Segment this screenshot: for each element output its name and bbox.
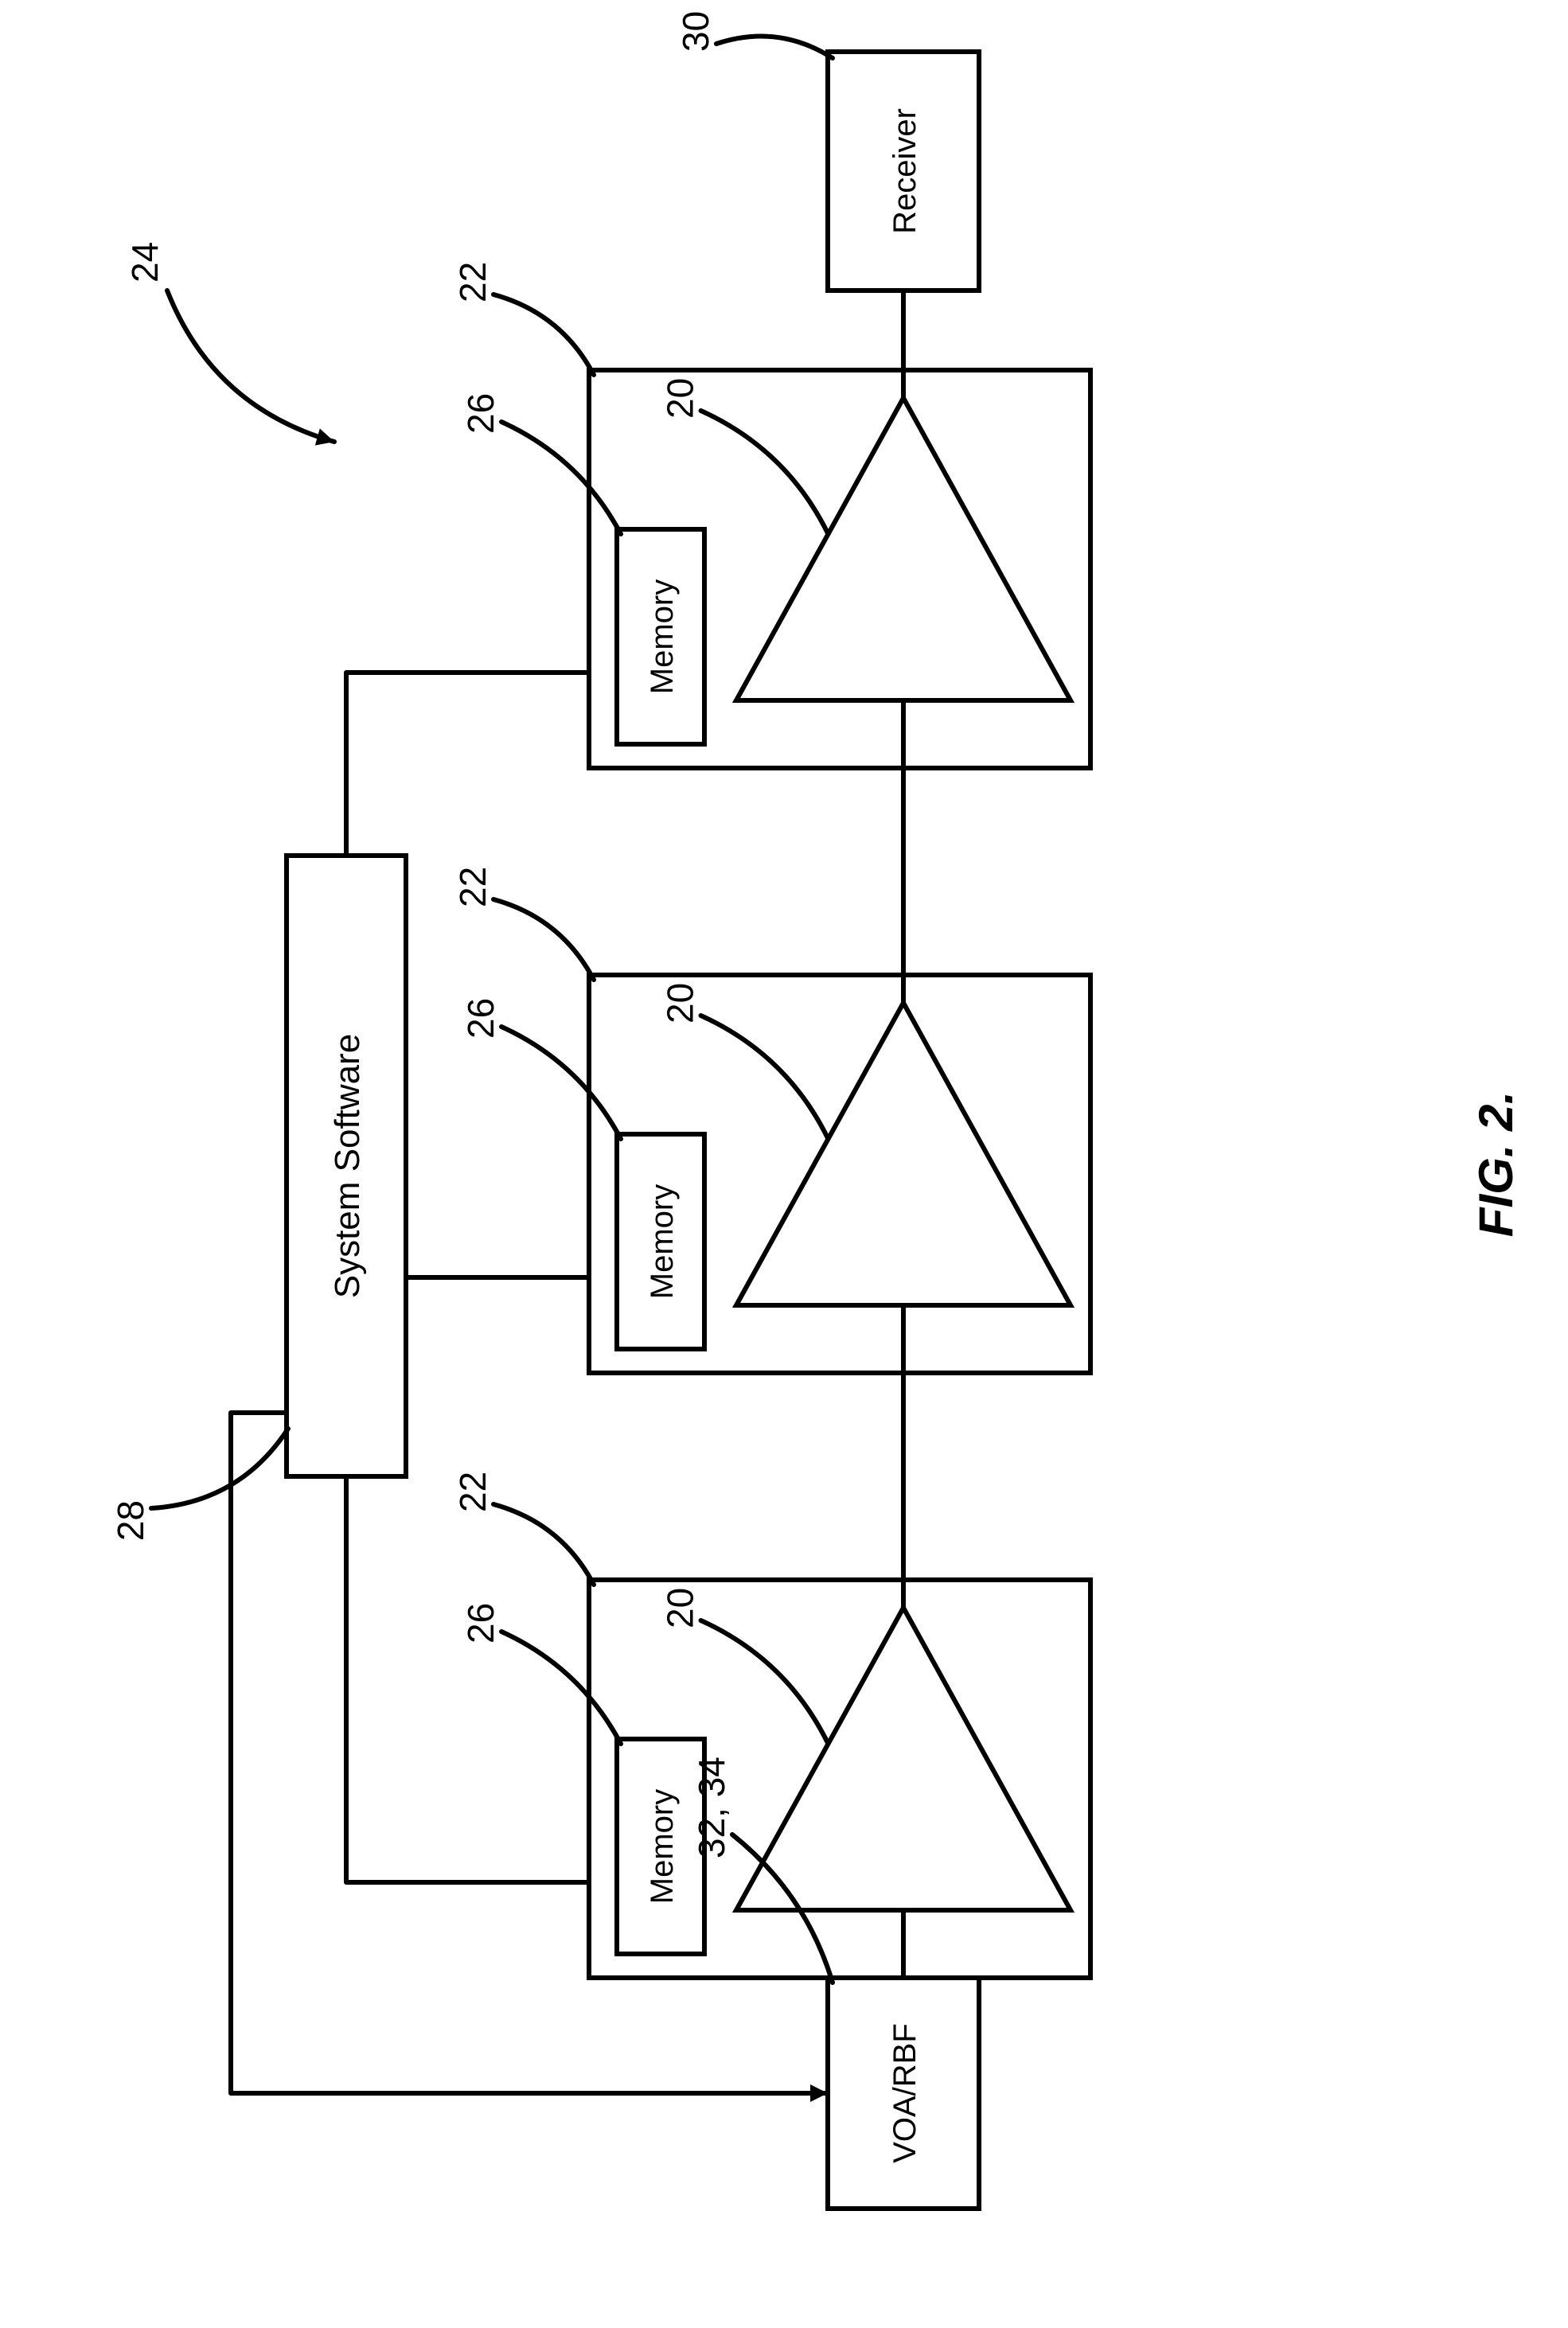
leader (716, 36, 833, 58)
block-diagram: System Software Memory 26 22 20 Memory 26 22 20 M… (0, 0, 1568, 2328)
amp-module-box (589, 1580, 1090, 1978)
ref-label: 22 (452, 1472, 493, 1512)
ref-label: 30 (675, 11, 716, 52)
arrowhead (810, 2084, 828, 2102)
receiver-label: Receiver (887, 108, 922, 234)
ref-label: 20 (660, 1588, 701, 1628)
amplifier-triangle (736, 1608, 1071, 1910)
figure-caption: FIG. 2. (1469, 1091, 1523, 1237)
amplifier-triangle (736, 398, 1071, 700)
ref-label: 22 (452, 262, 493, 302)
ref-label: 26 (460, 998, 501, 1039)
memory-label: Memory (645, 1789, 680, 1904)
ctrl-to-voa (231, 1413, 828, 2093)
amplifier-triangle (736, 1003, 1071, 1305)
ctrl (346, 1476, 589, 1882)
leader (701, 1016, 829, 1139)
leader (501, 1632, 621, 1744)
rotated-canvas: System Software Memory 26 22 20 Memory 26 22 20 M… (110, 11, 1523, 2209)
amp-module-box (589, 370, 1090, 768)
leader (501, 422, 621, 534)
amp-module-box (589, 975, 1090, 1373)
leader (493, 899, 594, 980)
leader (701, 411, 829, 534)
ref-label: 24 (124, 242, 166, 283)
ref-label: 20 (660, 378, 701, 419)
ref-label: 22 (452, 867, 493, 907)
diagram-page: { "figure": { "caption": "FIG. 2.", "cap… (0, 0, 1568, 2328)
ctrl (346, 673, 589, 856)
leader (501, 1027, 621, 1139)
leader (151, 1429, 288, 1508)
leader (493, 294, 594, 375)
voa-rbf-label: VOA/RBF (887, 2023, 922, 2163)
leader (701, 1620, 829, 1744)
ref-label: 20 (660, 983, 701, 1024)
ref-label: 26 (460, 393, 501, 434)
ref-label: 26 (460, 1603, 501, 1644)
leader (167, 291, 334, 442)
ref-label: 28 (110, 1500, 151, 1541)
memory-label: Memory (645, 579, 680, 694)
leader (493, 1504, 594, 1585)
ref-label: 32, 34 (691, 1757, 732, 1858)
system-software-label: System Software (328, 1034, 367, 1299)
memory-label: Memory (645, 1184, 680, 1299)
